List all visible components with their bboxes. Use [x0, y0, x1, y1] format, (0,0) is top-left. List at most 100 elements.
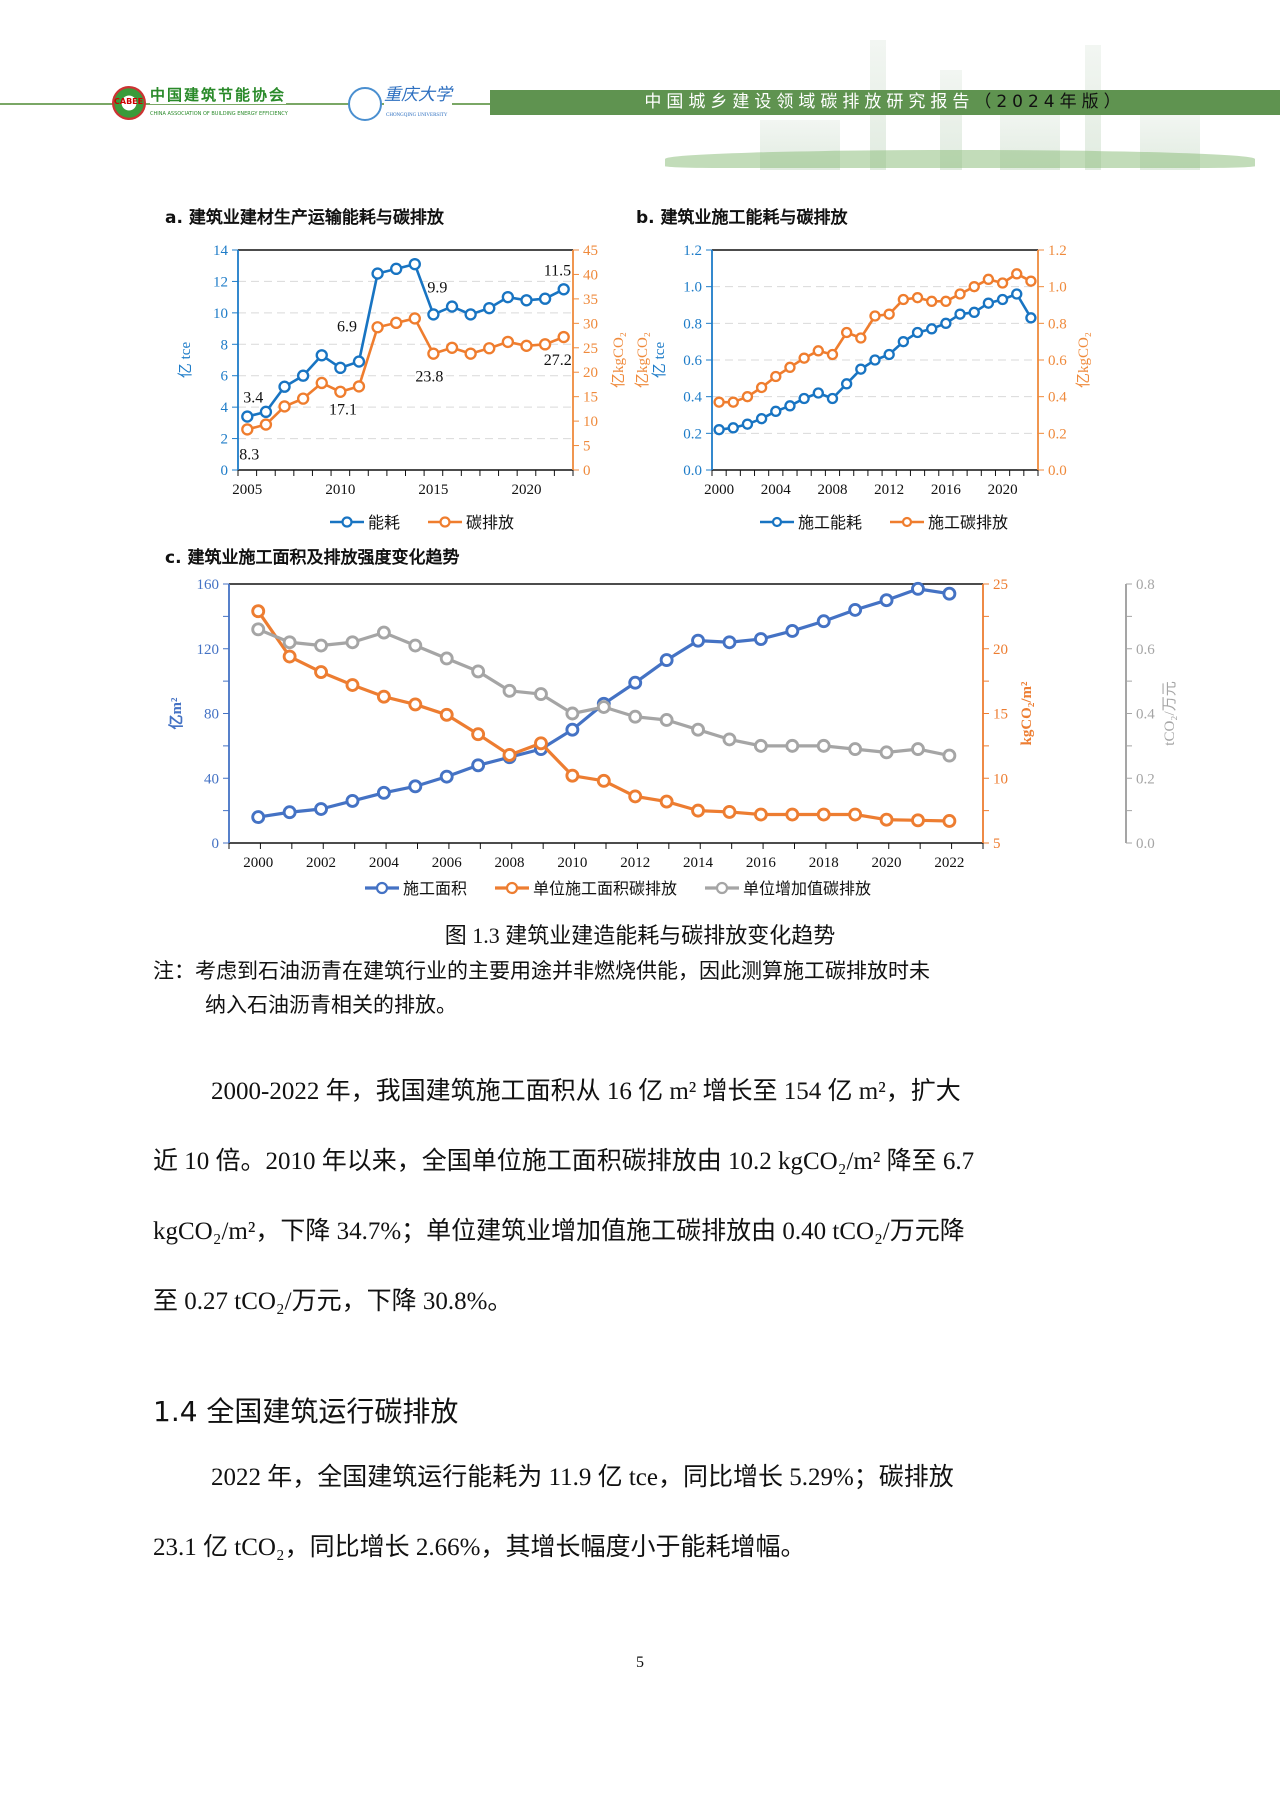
data-point [628, 675, 643, 690]
data-point [968, 306, 980, 319]
y-tick-label: 160 [197, 577, 220, 593]
data-point [408, 312, 421, 325]
data-point [784, 361, 796, 374]
data-point [798, 352, 810, 364]
data-point [785, 624, 800, 638]
data-point [942, 748, 957, 763]
y-tick-label: 0.0 [1048, 463, 1067, 479]
x-tick-label: 2008 [495, 855, 525, 871]
data-point [812, 345, 824, 357]
y-tick-label: 10 [583, 414, 598, 430]
paragraph-2: 2022 年，全国建筑运行能耗为 11.9 亿 tce，同比增长 5.29%；碳… [153, 1443, 1153, 1583]
data-point [926, 295, 938, 308]
data-point [371, 321, 384, 334]
y-tick-label: 0.8 [1136, 577, 1155, 593]
y-tick-label: 25 [583, 341, 598, 357]
data-point [753, 632, 768, 646]
series-line-2 [246, 317, 565, 431]
data-point [659, 653, 674, 668]
data-point [445, 341, 459, 354]
data-point [596, 773, 611, 788]
y-tick-label: 120 [197, 642, 220, 658]
data-label: 17.1 [329, 401, 357, 418]
data-point [464, 308, 477, 321]
data-point [753, 738, 768, 753]
data-point [691, 803, 705, 818]
data-point [408, 697, 423, 712]
data-point [755, 381, 768, 394]
note-line-2: 纳入石油沥青相关的排放。 [205, 993, 457, 1017]
data-point [345, 793, 360, 808]
data-point [812, 387, 824, 399]
data-point [471, 664, 486, 679]
data-point [376, 785, 391, 800]
data-point [483, 342, 496, 355]
data-point [538, 292, 552, 305]
data-point [376, 689, 391, 704]
y-tick-label: 0.6 [1048, 353, 1067, 369]
legend-marker [715, 881, 729, 895]
cabee-logo-text: CABEE [114, 97, 144, 106]
y-tick-label: 0.8 [1048, 316, 1067, 332]
data-point [408, 638, 423, 653]
data-point [439, 769, 454, 784]
data-point [557, 330, 570, 344]
y-tick-label: 0.2 [1048, 426, 1067, 442]
report-title: 中国城乡建设领域碳排放研究报告 [644, 92, 975, 112]
data-point [565, 722, 580, 737]
x-tick-label: 2002 [306, 855, 336, 871]
y-axis-label: tCO₂/万元 [1162, 681, 1178, 745]
y-tick-label: 6 [221, 369, 229, 385]
y-axis-label: 亿 tce [651, 342, 668, 379]
data-point [879, 812, 894, 827]
y-tick-label: 12 [213, 274, 228, 290]
data-point [628, 709, 643, 724]
y-tick-label: 8 [221, 337, 229, 353]
header-rule [0, 103, 490, 105]
data-point [1011, 268, 1023, 280]
data-point [840, 326, 853, 339]
page-header: CABEE 中国建筑节能协会 CHINA ASSOCIATION OF BUIL… [0, 0, 1280, 175]
data-point [659, 713, 674, 727]
x-tick-label: 2012 [620, 855, 650, 871]
data-point [628, 789, 643, 804]
data-point [314, 802, 328, 816]
data-point [376, 625, 391, 640]
y-tick-label: 0.0 [683, 463, 702, 479]
y-tick-label: 10 [993, 771, 1008, 787]
data-point [259, 405, 273, 419]
series-line-1 [246, 262, 565, 418]
legend-marker [439, 516, 451, 528]
data-point [942, 814, 957, 828]
legend-marker [505, 881, 519, 895]
legend-marker [341, 516, 353, 528]
data-point [251, 622, 266, 637]
figure-caption: 图 1.3 建筑业建造能耗与碳排放变化趋势 [444, 923, 836, 948]
cqu-name: 重庆大学 [384, 85, 452, 105]
y-tick-label: 35 [583, 292, 598, 308]
y-axis-label: 亿m² [167, 697, 185, 729]
data-point [390, 316, 403, 330]
x-tick-label: 2020 [872, 855, 902, 871]
data-point [345, 678, 360, 692]
data-point [982, 297, 995, 309]
chart-c-title: c. 建筑业施工面积及排放强度变化趋势 [165, 548, 460, 568]
report-edition: （2024年版） [974, 92, 1126, 112]
data-point [1011, 288, 1023, 300]
data-point [334, 385, 347, 398]
legend-marker [901, 516, 913, 528]
data-point [296, 369, 310, 382]
x-tick-label: 2005 [232, 482, 262, 498]
legend-marker [771, 516, 783, 528]
data-point [390, 262, 403, 276]
data-point [996, 293, 1009, 306]
data-point [753, 807, 768, 822]
y-axis-label: 亿kgCO₂ [610, 332, 627, 388]
data-point [770, 370, 782, 383]
data-point [982, 273, 995, 286]
data-point [408, 257, 421, 271]
y-tick-label: 0 [583, 463, 591, 479]
data-point [427, 308, 440, 321]
data-point [691, 633, 705, 648]
legend-label: 施工面积 [403, 880, 467, 898]
